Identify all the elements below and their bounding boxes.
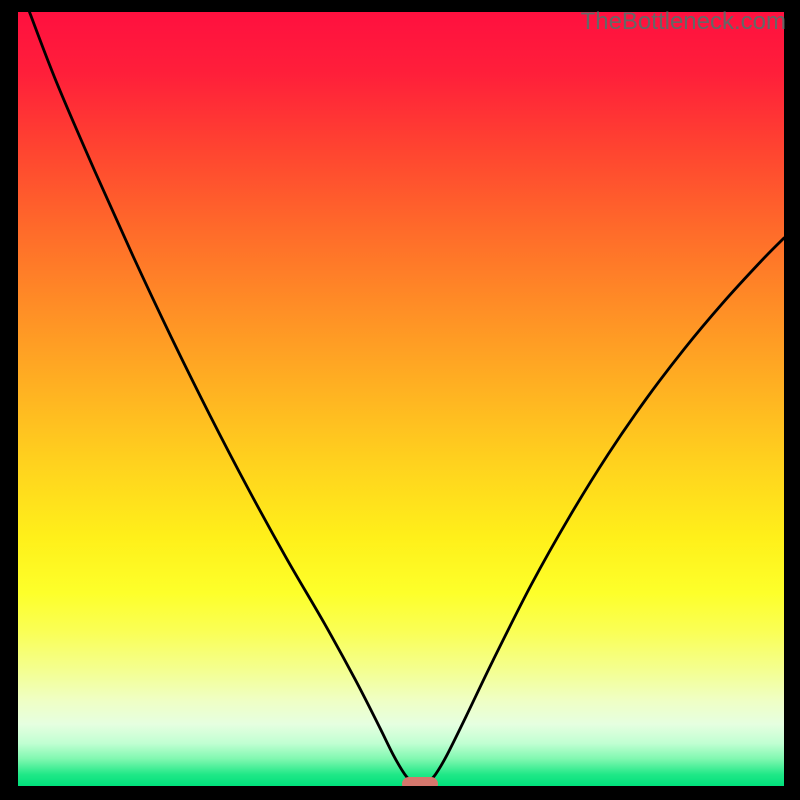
trough-marker xyxy=(402,777,438,786)
plot-area xyxy=(18,12,784,786)
bottleneck-curve xyxy=(18,12,784,786)
bottleneck-curve-path xyxy=(29,12,784,784)
chart-root: TheBottleneck.com xyxy=(0,0,800,800)
watermark-text: TheBottleneck.com xyxy=(581,8,786,36)
